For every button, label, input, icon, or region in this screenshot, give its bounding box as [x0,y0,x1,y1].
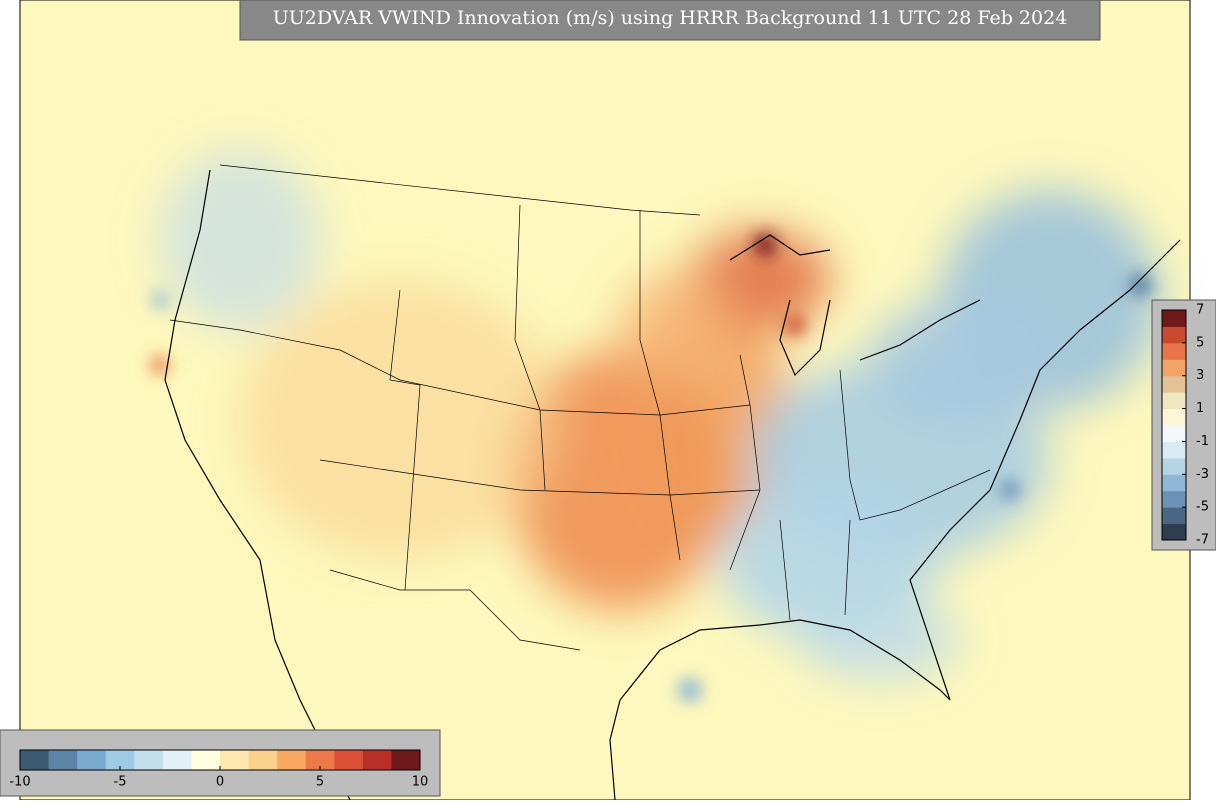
color-segment [105,750,135,770]
tick-label: -3 [1196,467,1209,482]
coastlines [164,169,1181,801]
color-segment [1162,457,1186,475]
color-segment [334,750,364,770]
color-segment [77,750,107,770]
color-segment [391,750,421,770]
color-segment [305,750,335,770]
tick-label: 5 [316,775,324,790]
color-segment [248,750,278,770]
color-segment [1162,408,1186,426]
map [19,0,1191,801]
color-segment [191,750,221,770]
color-segment [1162,441,1186,459]
tick-label: 5 [1196,335,1204,350]
color-segment [48,750,78,770]
tick-label: 3 [1196,368,1204,383]
tick-label: -10 [9,775,30,790]
color-segment [1162,310,1186,327]
title: UU2DVAR VWIND Innovation (m/s) using HRR… [273,7,1068,29]
field-detail [151,233,1152,702]
color-segment [277,750,307,770]
borders [169,164,991,651]
tick-label: -7 [1196,533,1209,548]
tick-label: 0 [216,775,224,790]
tick-label: 7 [1196,303,1204,318]
title-box: UU2DVAR VWIND Innovation (m/s) using HRR… [239,0,1101,41]
color-segment [1162,425,1186,442]
field-shading [160,150,1160,680]
colorbar-outline [1161,309,1187,541]
colorbar-vertical: 7 5 3 1 -1 -3 -5 -7 [1151,299,1216,551]
color-segment [1162,523,1186,541]
color-segment [1162,474,1186,492]
tick-label: -5 [114,775,127,790]
color-segment [1162,342,1186,360]
color-segment [20,750,50,770]
color-segment [1162,490,1186,508]
tick-label: -5 [1196,500,1209,515]
color-segment [362,750,392,770]
color-segment [1162,359,1186,377]
color-segment [134,750,164,770]
tick-label: 10 [412,775,429,790]
color-segment [1162,326,1186,344]
tick-label: -1 [1196,434,1209,449]
color-segment [1162,375,1186,393]
color-segment [1162,507,1186,525]
color-segment [162,750,192,770]
title-background [239,0,1101,41]
color-segment [1162,392,1186,410]
color-segment [220,750,250,770]
colorbar-horizontal: -10 -5 0 5 10 [0,729,441,797]
tick-label: 1 [1196,401,1204,416]
